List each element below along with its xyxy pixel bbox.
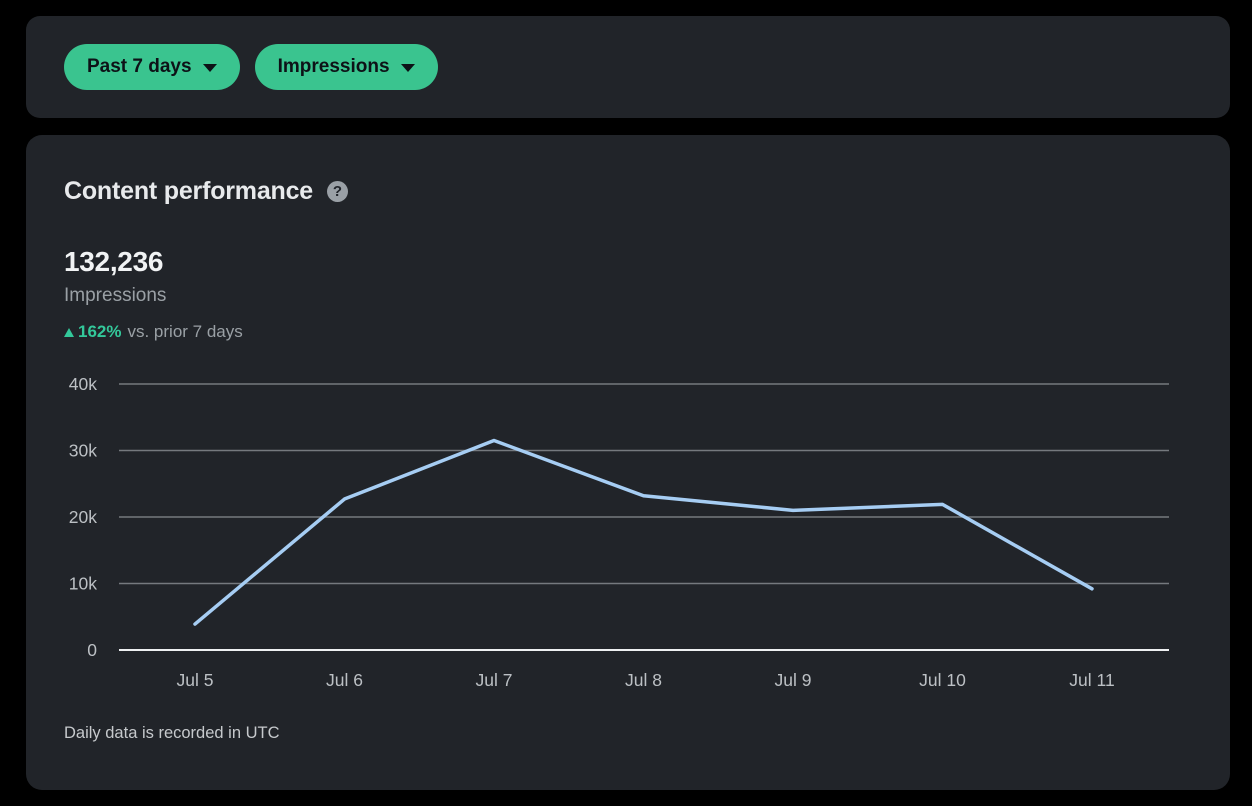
svg-text:Jul 11: Jul 11: [1069, 670, 1114, 690]
content-performance-card: Content performance ? 132,236 Impression…: [26, 135, 1230, 790]
svg-text:10k: 10k: [69, 574, 97, 594]
chevron-down-icon: [400, 64, 415, 72]
svg-text:20k: 20k: [69, 507, 97, 527]
svg-text:Jul 6: Jul 6: [326, 670, 363, 690]
card-title: Content performance: [64, 177, 314, 205]
date-range-label: Past 7 days: [87, 56, 192, 77]
chevron-down-icon: [202, 64, 217, 72]
utc-footnote: Daily data is recorded in UTC: [64, 724, 280, 742]
svg-text:Jul 8: Jul 8: [625, 670, 662, 690]
svg-text:Jul 10: Jul 10: [919, 670, 966, 690]
help-icon[interactable]: ?: [327, 181, 349, 202]
metric-dropdown-label: Impressions: [277, 56, 390, 77]
svg-text:Jul 5: Jul 5: [177, 670, 214, 690]
metric-dropdown[interactable]: Impressions: [254, 44, 438, 90]
triangle-up-icon: [64, 327, 74, 337]
svg-text:Jul 7: Jul 7: [476, 670, 513, 690]
metric-value: 132,236: [64, 246, 164, 277]
delta-comparison-text: vs. prior 7 days: [127, 322, 243, 341]
filter-bar: Past 7 days Impressions: [26, 16, 1230, 118]
svg-text:30k: 30k: [69, 441, 97, 461]
card-header: Content performance ?: [26, 177, 1230, 206]
date-range-dropdown[interactable]: Past 7 days: [64, 44, 240, 90]
impressions-line-chart: 0 10k 20k 30k 40k Jul 5 Jul 6 Jul 7 Jul 8 Jul 9 Ju…: [69, 378, 1169, 690]
svg-text:Jul 9: Jul 9: [775, 670, 812, 690]
analytics-dashboard: Past 7 days Impressions Content performa…: [0, 16, 1252, 790]
svg-text:0: 0: [87, 640, 97, 660]
delta-percent: 162%: [78, 322, 122, 341]
svg-text:40k: 40k: [69, 378, 97, 394]
delta-row: 162% vs. prior 7 days: [64, 322, 1230, 342]
metric-label: Impressions: [64, 285, 167, 306]
